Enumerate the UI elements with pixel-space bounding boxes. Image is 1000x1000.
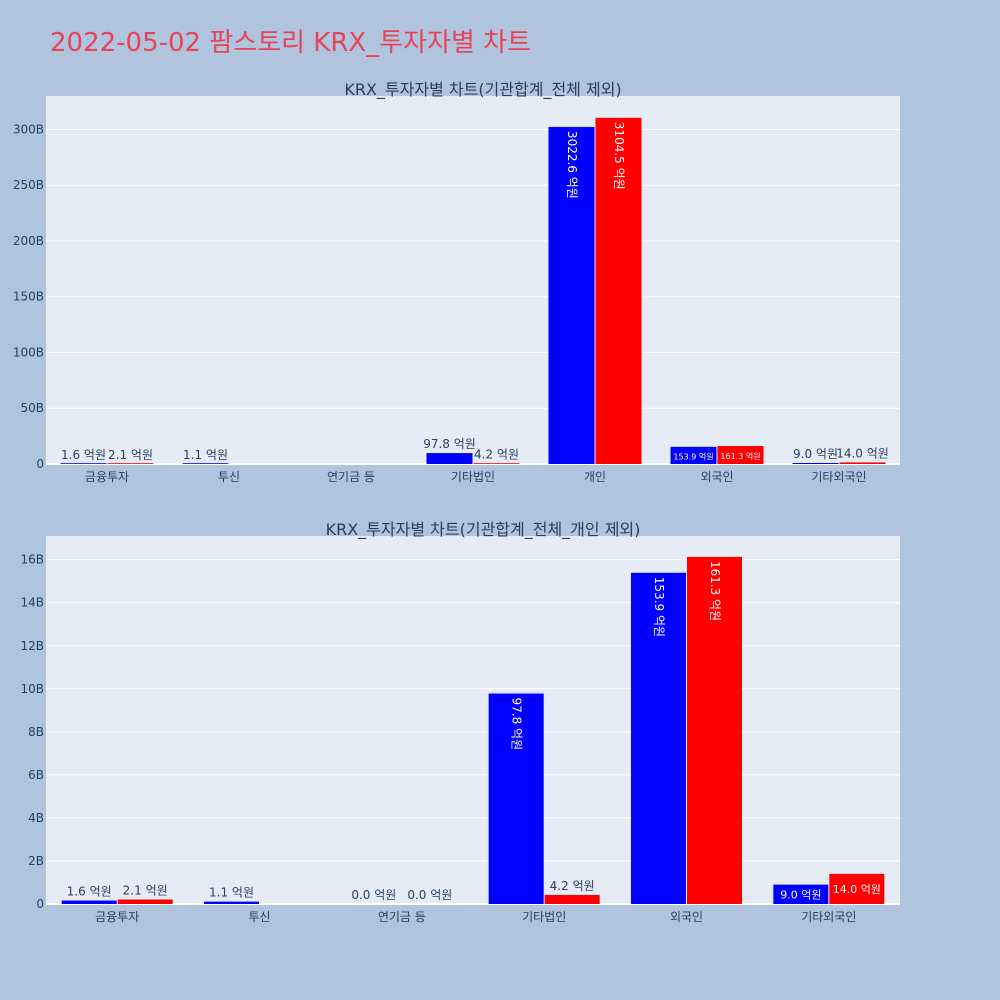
chart2-bar <box>488 693 544 904</box>
chart2-x-tick-label: 기타외국인 <box>801 910 856 924</box>
chart1-bar <box>792 462 839 464</box>
chart1-data-label: 97.8 억원 <box>423 437 476 451</box>
chart2-y-tick-label: 8B <box>28 725 44 739</box>
chart1-data-label: 1.1 억원 <box>183 448 228 462</box>
chart1-title: KRX_투자자별 차트(기관합계_전체 제외) <box>344 80 621 100</box>
chart1-bar <box>839 462 886 464</box>
chart2-x-tick-label: 외국인 <box>670 910 703 924</box>
chart2-bar <box>204 901 259 904</box>
chart2-y-tick-label: 14B <box>20 596 44 610</box>
chart2-title: KRX_투자자별 차트(기관합계_전체_개인 제외) <box>326 520 641 540</box>
chart2-y-tick-label: 16B <box>20 553 44 567</box>
chart2-y-tick-label: 10B <box>20 682 44 696</box>
chart1-x-tick-label: 개인 <box>584 470 606 484</box>
chart1-x-tick-label: 투신 <box>218 470 240 484</box>
chart2-data-label: 14.0 억원 <box>833 883 881 896</box>
chart1-bar <box>670 446 717 464</box>
chart2-data-label: 9.0 억원 <box>780 888 821 901</box>
chart1-data-label: 14.0 억원 <box>836 446 889 460</box>
chart2-data-label: 1.6 억원 <box>67 885 112 899</box>
chart2-data-label: 97.8 억원 <box>510 698 524 751</box>
chart1-bar <box>595 117 642 464</box>
chart1-plot-area <box>46 96 900 464</box>
chart2-bar <box>544 894 600 904</box>
chart2-data-label: 0.0 억원 <box>407 888 452 902</box>
chart1-data-label: 153.9 억원 <box>673 451 713 461</box>
chart1-bar <box>717 446 764 464</box>
chart2-bar <box>117 899 173 904</box>
chart2-plot-area <box>46 536 900 904</box>
chart2-bar <box>829 873 885 904</box>
chart2-bar <box>61 900 117 904</box>
chart1-bar <box>473 463 520 464</box>
chart2-x-tick-label: 금융투자 <box>95 910 139 924</box>
chart1-y-tick-label: 50B <box>20 401 44 415</box>
chart2-data-label: 4.2 억원 <box>550 879 595 893</box>
page-title: 2022-05-02 팜스토리 KRX_투자자별 차트 <box>50 28 532 58</box>
chart2-data-label: 0.0 억원 <box>351 888 396 902</box>
chart1-x-tick-label: 금융투자 <box>85 470 129 484</box>
chart2-data-label: 2.1 억원 <box>123 883 168 897</box>
chart2-bar <box>631 572 686 904</box>
chart2-y-tick-label: 6B <box>28 768 44 782</box>
chart1-data-label: 161.3 억원 <box>720 451 760 461</box>
chart1-data-label: 9.0 억원 <box>793 447 838 461</box>
chart1-x-tick-label: 외국인 <box>700 470 733 484</box>
chart1-y-tick-label: 300B <box>13 122 44 136</box>
chart2-y-tick-label: 12B <box>20 639 44 653</box>
chart2-data-label: 161.3 억원 <box>708 561 722 621</box>
chart1-data-label: 2.1 억원 <box>108 448 153 462</box>
chart1-data-label: 4.2 억원 <box>474 448 519 462</box>
chart1-y-tick-label: 200B <box>13 234 44 248</box>
chart1-data-label: 1.6 억원 <box>61 448 106 462</box>
chart1-y-tick-label: 150B <box>13 290 44 304</box>
chart1-x-tick-label: 기타법인 <box>451 470 495 484</box>
chart1-data-label: 3104.5 억원 <box>612 122 626 190</box>
chart2-x-tick-label: 투신 <box>248 910 270 924</box>
chart2-y-tick-label: 4B <box>28 811 44 825</box>
chart1-x-tick-label: 기타외국인 <box>811 470 866 484</box>
chart2-x-tick-label: 연기금 등 <box>378 910 426 924</box>
chart2-x-tick-label: 기타법인 <box>522 910 566 924</box>
chart2-data-label: 1.1 억원 <box>209 886 254 900</box>
chart1-y-tick-label: 100B <box>13 345 44 359</box>
chart1-x-tick-label: 연기금 등 <box>327 470 375 484</box>
chart1-bar <box>548 126 595 465</box>
chart2-bar <box>773 884 829 904</box>
chart2-data-label: 153.9 억원 <box>652 577 666 637</box>
chart1-bar <box>107 463 154 464</box>
chart1-data-label: 3022.6 억원 <box>565 131 579 199</box>
chart2-y-tick-label: 2B <box>28 854 44 868</box>
chart2-y-tick-label: 0 <box>36 897 44 911</box>
chart1-bar <box>60 463 107 464</box>
chart2-bar <box>687 556 742 904</box>
chart1-bar <box>426 453 473 464</box>
chart1-y-tick-label: 250B <box>13 178 44 192</box>
chart1-bar <box>182 463 229 464</box>
chart1-y-tick-label: 0 <box>36 457 44 471</box>
